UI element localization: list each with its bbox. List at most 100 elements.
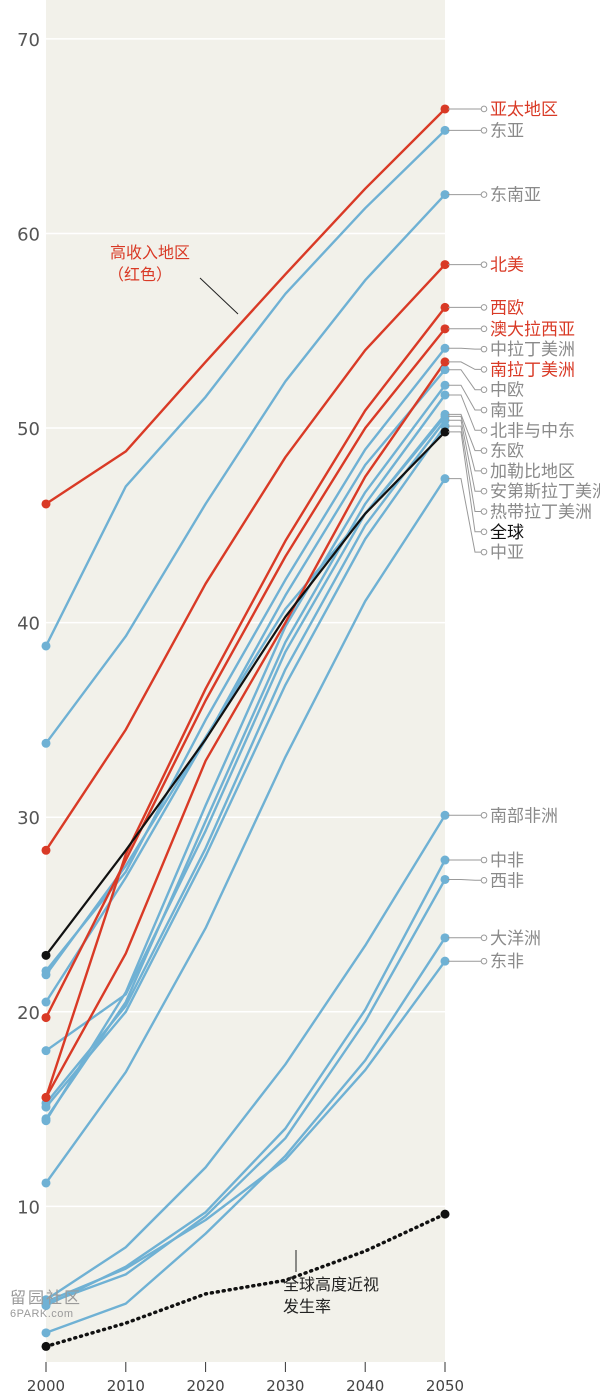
label-leader-北非与中东	[448, 394, 481, 431]
series-points	[41, 104, 450, 1351]
series-line-北美	[44, 263, 447, 852]
start-point-大洋洲	[41, 1328, 51, 1338]
label-dot-澳大拉西亚	[480, 325, 488, 333]
series-label-中亚: 中亚	[490, 543, 524, 563]
y-tick-label: 20	[17, 1003, 40, 1024]
y-tick-label: 60	[17, 224, 40, 245]
start-point-北美	[41, 845, 51, 855]
label-dot-西欧	[480, 304, 488, 311]
label-leader-东欧	[448, 413, 481, 452]
series-line-西欧	[44, 306, 447, 1099]
label-dot-大洋洲	[480, 934, 488, 942]
end-point-南部非洲	[440, 810, 450, 820]
label-leader-中亚	[448, 478, 481, 553]
label-dot-全球	[480, 528, 488, 536]
series-label-北美: 北美	[490, 256, 524, 276]
start-point-加勒比地区	[41, 1046, 51, 1056]
end-point-全球高度近视发生率	[440, 1209, 450, 1219]
series-line-东南亚	[44, 193, 447, 745]
series-label-南拉丁美洲: 南拉丁美洲	[490, 360, 575, 380]
series-line-热带拉丁美洲	[44, 424, 447, 1109]
watermark-chinese: 留园社区	[10, 1290, 83, 1307]
series-label-安第斯拉丁美洲: 安第斯拉丁美洲	[490, 482, 600, 502]
y-tick-label: 70	[17, 30, 40, 51]
end-point-大洋洲	[440, 933, 450, 943]
label-leader-南拉丁美洲	[448, 361, 481, 370]
y-tick-label: 50	[17, 419, 40, 440]
label-dot-中拉丁美洲	[480, 345, 488, 353]
x-tick-label: 2010	[107, 1377, 145, 1392]
x-axis: 2000 2010 2020 2030 2040 2050	[27, 1362, 464, 1392]
y-tick-label: 10	[17, 1197, 40, 1218]
label-leader-中欧	[448, 369, 481, 391]
series-line-全球高度近视发生率	[44, 1212, 447, 1349]
annotation-high-income: 高收入地区 （红色）	[108, 243, 239, 315]
series-label-全球: 全球	[490, 523, 524, 543]
start-point-东南亚	[41, 738, 51, 748]
end-point-西欧	[440, 302, 450, 312]
x-tick-label: 2050	[426, 1377, 464, 1392]
x-tick-label: 2020	[187, 1377, 225, 1392]
x-tick-label: 2030	[266, 1377, 304, 1392]
end-point-北美	[440, 260, 450, 270]
series-labels: 亚太地区东亚东南亚北美西欧澳大拉西亚中拉丁美洲南拉丁美洲中欧南亚北非与中东东欧加…	[448, 100, 600, 972]
start-point-全球高度近视发生率	[41, 1341, 51, 1351]
label-dot-东欧	[480, 447, 488, 454]
series-lines	[44, 107, 447, 1349]
series-label-东欧: 东欧	[490, 442, 524, 462]
start-point-北非与中东	[41, 1114, 51, 1124]
annotation-high-myopia-line2: 发生率	[283, 1297, 331, 1316]
series-line-大洋洲	[44, 936, 447, 1334]
label-dot-中欧	[480, 386, 488, 394]
label-dot-南部非洲	[480, 811, 488, 819]
annotation-high-income-line2: （红色）	[108, 265, 172, 284]
label-dot-南拉丁美洲	[480, 366, 488, 373]
start-point-全球	[41, 950, 51, 960]
start-point-东欧	[41, 970, 51, 980]
end-point-澳大拉西亚	[440, 324, 450, 334]
series-label-热带拉丁美洲: 热带拉丁美洲	[490, 503, 592, 523]
label-dot-东亚	[480, 127, 488, 134]
label-dot-中亚	[480, 548, 488, 556]
end-point-南拉丁美洲	[440, 357, 450, 367]
end-point-东南亚	[440, 190, 450, 200]
label-leader-南亚	[448, 384, 481, 411]
series-label-北非与中东: 北非与中东	[490, 421, 575, 441]
series-line-安第斯拉丁美洲	[44, 419, 447, 1105]
start-point-亚太地区	[41, 499, 51, 509]
end-point-中亚	[440, 474, 450, 484]
label-leader-加勒比地区	[448, 415, 481, 472]
label-dot-中非	[480, 856, 488, 864]
series-label-南部非洲: 南部非洲	[490, 806, 558, 826]
label-dot-亚太地区	[480, 105, 488, 113]
start-point-中亚	[41, 1178, 51, 1188]
start-point-澳大拉西亚	[41, 1013, 51, 1023]
series-label-西欧: 西欧	[490, 298, 524, 318]
watermark: 留园社区 6PARK.com	[10, 1291, 82, 1320]
series-label-南亚: 南亚	[490, 401, 524, 421]
label-dot-南亚	[480, 406, 488, 414]
series-line-全球	[44, 430, 447, 957]
end-point-东非	[440, 956, 450, 966]
end-point-东亚	[440, 125, 450, 135]
label-leader-全球	[448, 431, 481, 533]
series-line-亚太地区	[44, 107, 447, 506]
label-dot-安第斯拉丁美洲	[480, 487, 488, 495]
y-tick-label: 40	[17, 614, 40, 635]
series-label-澳大拉西亚: 澳大拉西亚	[490, 320, 575, 340]
end-point-中欧	[440, 365, 450, 375]
series-label-大洋洲: 大洋洲	[490, 929, 541, 949]
annotation-high-myopia: 全球高度近视 发生率	[283, 1250, 379, 1316]
end-point-亚太地区	[440, 104, 450, 114]
end-point-中非	[440, 855, 450, 865]
series-label-西非: 西非	[490, 871, 524, 891]
annotation-high-myopia-line1: 全球高度近视	[283, 1275, 379, 1294]
start-point-东亚	[41, 641, 51, 651]
end-point-北非与中东	[440, 390, 450, 400]
y-axis-tick-labels: 10 20 30 40 50 60 70	[17, 30, 40, 1218]
label-dot-北美	[480, 261, 488, 268]
label-dot-东南亚	[480, 191, 488, 198]
annotation-high-income-leader	[199, 277, 239, 315]
series-line-南亚	[44, 384, 447, 1122]
